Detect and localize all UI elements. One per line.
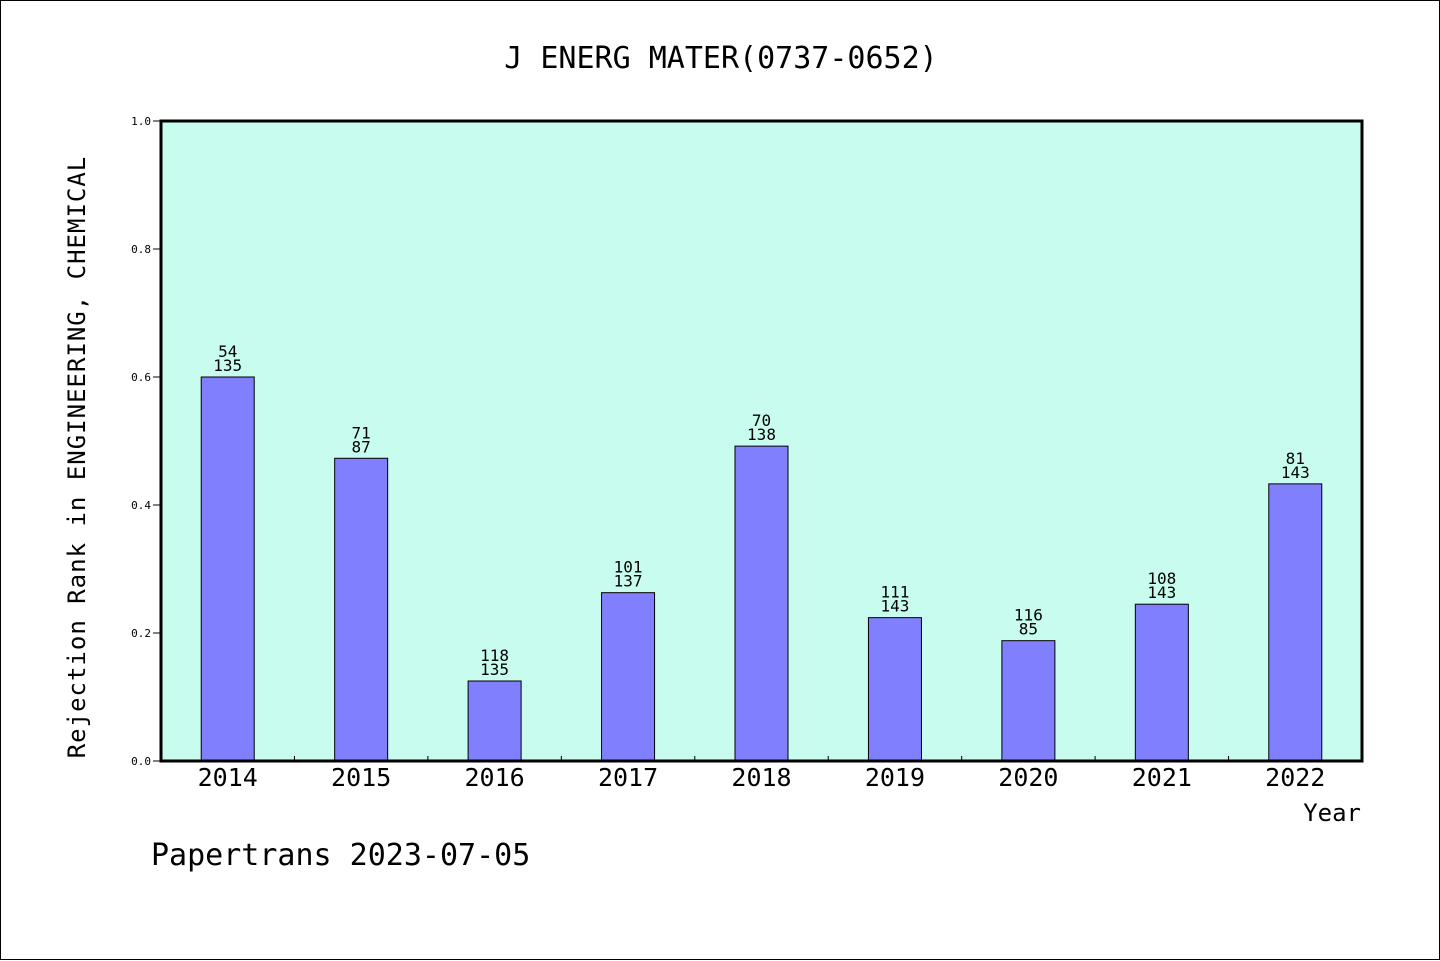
bar-label-2014-rank: 54: [218, 342, 237, 361]
bar-2022: [1268, 483, 1323, 762]
x-tick-label-2018: 2018: [731, 763, 791, 792]
chart-title: J ENERG MATER(0737-0652): [504, 41, 937, 76]
bar-label-2017-rank: 101: [614, 558, 643, 577]
x-axis: 2014 2015 2016 2017 2018 2019 2020 2021 2022: [198, 756, 1325, 792]
x-tick-label-2022: 2022: [1265, 763, 1325, 792]
x-tick-label-2019: 2019: [865, 763, 925, 792]
bar-label-2014-total: 135: [213, 356, 242, 375]
bar-label-2020-total: 85: [1019, 620, 1038, 639]
bar-label-2015-total: 87: [352, 437, 371, 456]
x-tick-label-2021: 2021: [1132, 763, 1192, 792]
footer-credit: Papertrans 2023-07-05: [151, 838, 530, 873]
bar-label-2016-total: 135: [480, 660, 509, 679]
bar-label-2021-total: 143: [1147, 583, 1176, 602]
bar-label-2018-rank: 70: [752, 411, 771, 430]
bar-2019: [867, 617, 922, 762]
plot-border: [159, 119, 1364, 763]
bar-label-2016-rank: 118: [480, 646, 509, 665]
bar-2021: [1134, 603, 1189, 762]
y-axis-label: Rejection Rank in ENGINEERING, CHEMICAL: [63, 156, 91, 759]
x-tick-label-2016: 2016: [465, 763, 525, 792]
x-axis-label: Year: [1303, 799, 1361, 827]
bars: [200, 376, 1323, 762]
bar-label-2019-total: 143: [880, 597, 909, 616]
bar-2018: [734, 445, 789, 762]
y-axis: 0.0 0.2 0.4 0.6 0.8 1.0: [131, 115, 161, 768]
x-tick-label-2015: 2015: [331, 763, 391, 792]
y-tick-label-0.8: 0.8: [131, 243, 151, 256]
bar-2016: [467, 680, 522, 762]
y-tick-label-0.6: 0.6: [131, 371, 151, 384]
bar-label-2019-rank: 111: [880, 583, 909, 602]
y-tick-label-1.0: 1.0: [131, 115, 151, 128]
bar-label-2015-rank: 71: [352, 423, 371, 442]
y-tick-label-0.2: 0.2: [131, 627, 151, 640]
bar-2017: [601, 592, 656, 762]
bar-label-2018-total: 138: [747, 425, 776, 444]
bar-label-2020-rank: 116: [1014, 606, 1043, 625]
bar-2015: [334, 457, 389, 762]
bar-label-2022-rank: 81: [1286, 449, 1305, 468]
y-tick-label-0.0: 0.0: [131, 755, 151, 768]
bar-label-2021-rank: 108: [1147, 569, 1176, 588]
x-tick-label-2020: 2020: [998, 763, 1058, 792]
x-tick-label-2017: 2017: [598, 763, 658, 792]
x-tick-label-2014: 2014: [198, 763, 258, 792]
y-tick-label-0.4: 0.4: [131, 499, 151, 512]
bar-label-2017-total: 137: [614, 572, 643, 591]
bar-label-2022-total: 143: [1281, 463, 1310, 482]
bar-2014: [200, 376, 255, 762]
bar-2020: [1001, 640, 1056, 762]
